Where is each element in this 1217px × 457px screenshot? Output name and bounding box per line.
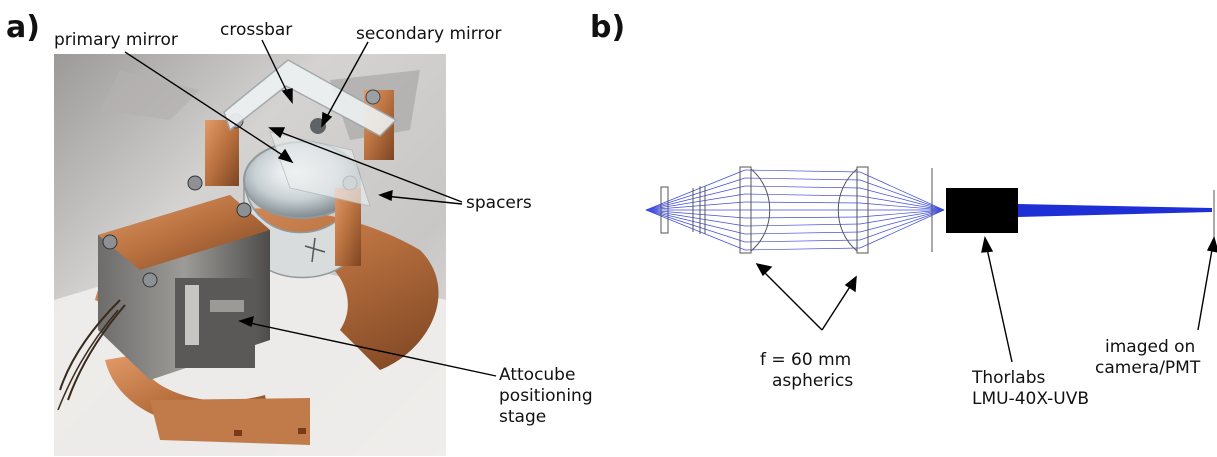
label-imaged-line2: camera/PMT bbox=[1095, 358, 1201, 378]
asphere-1-surface bbox=[750, 168, 771, 252]
arrowhead-asphere-2 bbox=[844, 275, 857, 293]
window-plate bbox=[660, 186, 669, 234]
arrowhead-objective bbox=[981, 235, 994, 253]
label-attocube-line3: stage bbox=[499, 407, 547, 427]
label-aspherics-line2: aspherics bbox=[772, 371, 854, 391]
label-crossbar: crossbar bbox=[220, 20, 293, 40]
arrow-secondary-mirror bbox=[323, 41, 369, 123]
label-imaged-line1: imaged on bbox=[1105, 337, 1196, 357]
label-spacers: spacers bbox=[466, 193, 532, 213]
arrow-crossbar bbox=[261, 39, 291, 99]
output-beam bbox=[1018, 204, 1212, 217]
label-secondary-mirror: secondary mirror bbox=[356, 24, 502, 44]
panel-b-label: b) bbox=[590, 10, 626, 45]
arrowhead-crossbar bbox=[281, 88, 293, 104]
ray-fan-output bbox=[859, 171, 945, 249]
label-objective-line1: Thorlabs bbox=[972, 368, 1046, 388]
arrowhead-asphere-1 bbox=[755, 262, 773, 277]
panel-b-arrows bbox=[755, 235, 1217, 363]
label-objective-line2: LMU-40X-UVB bbox=[972, 389, 1090, 409]
photo-mirror-assembly bbox=[54, 54, 446, 456]
arrowhead-secondary-mirror bbox=[321, 111, 333, 128]
arrow-attocube bbox=[244, 321, 497, 377]
label-attocube-line2: positioning bbox=[499, 386, 593, 406]
panel-a-label: a) bbox=[6, 10, 40, 45]
arrow-objective bbox=[985, 243, 1013, 363]
label-attocube-line1: Attocube bbox=[499, 365, 576, 385]
arrow-image-plane bbox=[1197, 243, 1214, 331]
optical-layout bbox=[645, 166, 1215, 254]
optical-elements bbox=[660, 166, 1215, 254]
arrowhead-primary-mirror bbox=[277, 148, 294, 164]
arrowhead-attocube bbox=[238, 315, 254, 327]
arrowhead-spacers-1 bbox=[268, 127, 286, 139]
arrow-spacers-2 bbox=[384, 195, 463, 205]
arrow-asphere-1 bbox=[759, 267, 823, 331]
arrowhead-image-plane bbox=[1206, 236, 1217, 253]
asphere-1-mount bbox=[739, 166, 752, 254]
asphere-2-surface bbox=[837, 168, 858, 252]
arrowhead-spacers-2 bbox=[378, 189, 393, 202]
objective-body bbox=[946, 188, 1018, 233]
panel-a-arrows bbox=[124, 39, 497, 377]
label-primary-mirror: primary mirror bbox=[54, 30, 178, 50]
arrow-spacers-1 bbox=[274, 129, 463, 203]
label-aspherics-line1: f = 60 mm bbox=[760, 350, 852, 370]
ray-fan-input bbox=[645, 169, 746, 251]
asphere-2-mount bbox=[856, 166, 869, 254]
arrow-primary-mirror bbox=[124, 51, 291, 161]
arrow-asphere-2 bbox=[821, 281, 854, 331]
